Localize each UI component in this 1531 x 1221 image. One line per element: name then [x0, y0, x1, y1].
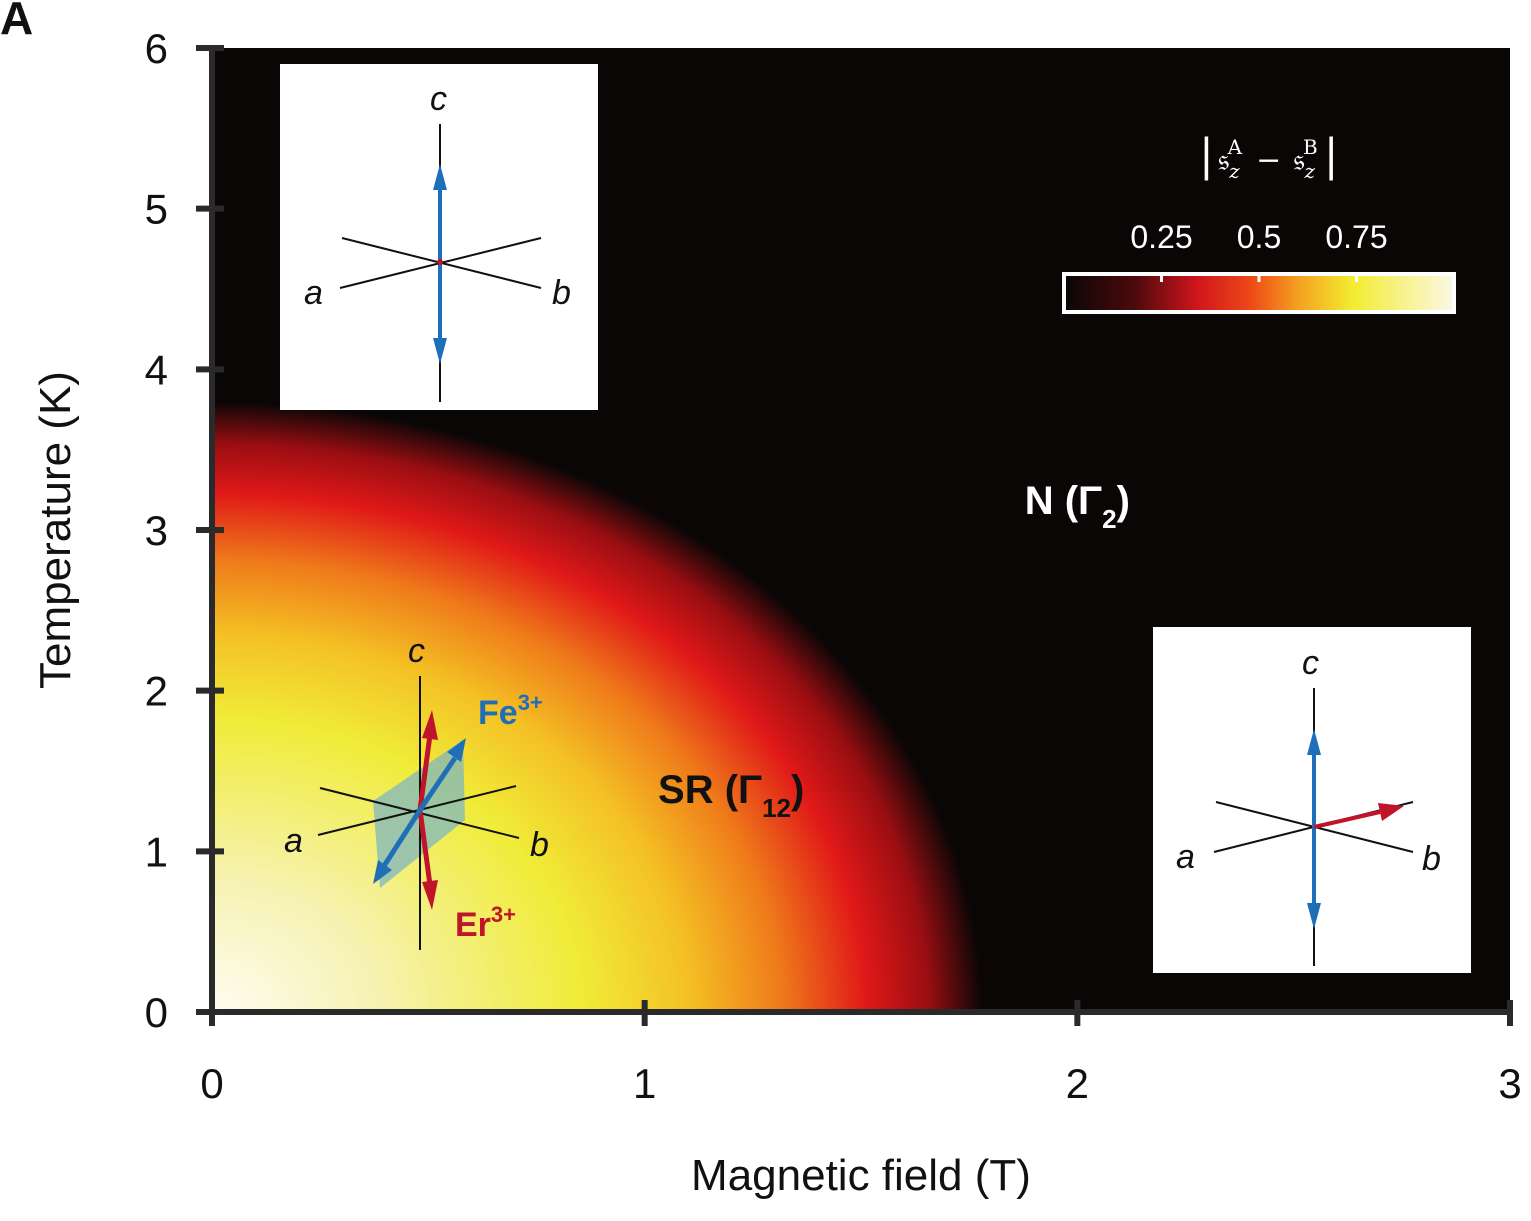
axes: 0 1 2 3 0 1 2 3 4 5 6 Magnetic field (T) Temperat…	[31, 25, 1522, 1200]
axis-b-label: b	[530, 826, 549, 864]
arrowhead-icon	[433, 338, 447, 364]
y-tick-label: 4	[145, 346, 168, 393]
arrowhead-icon	[422, 880, 438, 910]
axis-b-label: b	[552, 274, 571, 312]
y-tick-label: 0	[145, 989, 168, 1036]
fe-spin-arrow-down	[381, 808, 423, 868]
er-spin-arrow-down	[417, 809, 433, 886]
region-label-n: N (Γ2)	[1025, 479, 1130, 534]
axis-a-label: a	[1176, 838, 1195, 876]
arrowhead-icon	[1378, 803, 1404, 821]
inset-top-left: c a b	[280, 64, 598, 410]
arrowhead-icon	[422, 710, 438, 740]
region-label-sr: SR (Γ12)	[658, 768, 804, 823]
axis-c-label: c	[430, 80, 447, 118]
colorbar: | 𝔰zA − 𝔰zB | 0.25 0.5 0.75	[1062, 130, 1456, 314]
fe-spin-arrow-up	[417, 756, 458, 812]
arrowhead-icon	[447, 738, 466, 762]
axis-a-label: a	[304, 274, 323, 312]
x-tick-label: 3	[1498, 1060, 1521, 1107]
er-ion-label: Er3+	[455, 902, 516, 944]
panel-label: A	[0, 0, 33, 44]
axis-c-label: c	[1302, 644, 1319, 682]
inset-middle: c a b Fe3+ Er3+	[284, 632, 549, 950]
y-tick-label: 1	[145, 828, 168, 875]
x-ticks: 0 1 2 3	[200, 1000, 1522, 1107]
axis-a-label: a	[284, 822, 303, 860]
y-tick-label: 2	[145, 668, 168, 715]
fe-ion-label: Fe3+	[478, 690, 543, 732]
arrowhead-icon	[1307, 729, 1321, 755]
colorbar-ticks: 0.25 0.5 0.75	[1130, 219, 1388, 282]
arrowhead-icon	[433, 164, 447, 190]
y-axis-label: Temperature (K)	[31, 371, 80, 689]
arrowhead-icon	[1307, 903, 1321, 929]
axis-c-label: c	[408, 632, 425, 670]
y-ticks: 0 1 2 3 4 5 6	[145, 25, 224, 1036]
er-spin-arrow-up	[417, 734, 433, 811]
region-labels: SR (Γ12) N (Γ2)	[658, 479, 1130, 823]
colorbar-tick-label: 0.5	[1237, 219, 1281, 255]
x-tick-label: 2	[1066, 1060, 1089, 1107]
colorbar-tick-label: 0.25	[1130, 219, 1192, 255]
colorbar-tick-label: 0.75	[1325, 219, 1387, 255]
x-tick-label: 0	[200, 1060, 223, 1107]
y-tick-label: 3	[145, 507, 168, 554]
er-spin-arrow	[1313, 810, 1381, 829]
x-tick-label: 1	[633, 1060, 656, 1107]
colorbar-title: | 𝔰zA − 𝔰zB |	[1199, 130, 1339, 183]
x-axis-label: Magnetic field (T)	[691, 1151, 1031, 1200]
y-tick-label: 5	[145, 186, 168, 233]
y-tick-label: 6	[145, 25, 168, 72]
arrowhead-icon	[373, 860, 392, 884]
axis-b-label: b	[1422, 840, 1441, 878]
inset-bottom-right: c a b	[1153, 627, 1471, 973]
